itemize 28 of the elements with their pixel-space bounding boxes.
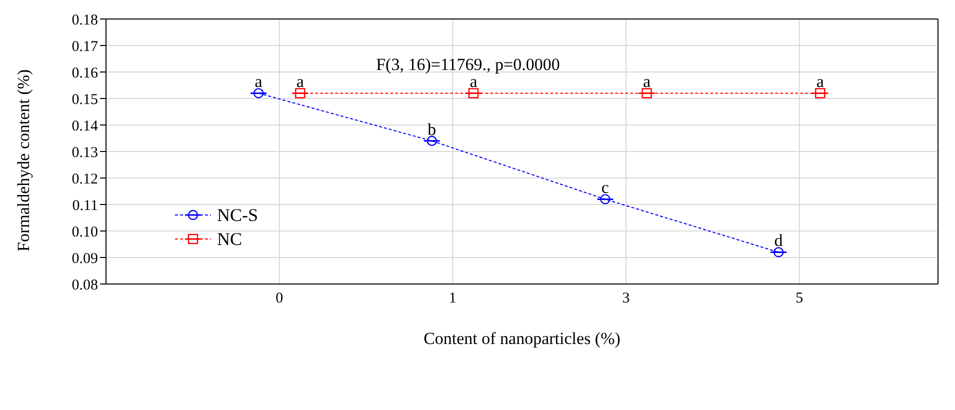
legend-label: NC [217,228,242,250]
data-label: a [643,72,652,92]
y-tick-label: 0.16 [72,65,98,82]
data-label: b [428,120,436,139]
legend-label: NC-S [217,204,258,226]
y-tick-label: 0.08 [72,277,98,294]
y-axis-title: Formaldehyde content (%) [14,69,34,252]
y-tick-label: 0.17 [72,38,98,55]
data-label: a [470,72,478,92]
y-tick-label: 0.12 [72,171,98,188]
annotation: F(3, 16)=11769., p=0.0000 [376,55,560,74]
y-tick-label: 0.14 [72,118,98,134]
x-tick-label: 3 [622,290,630,307]
data-label: c [601,178,610,198]
y-tick-label: 0.13 [72,144,98,161]
y-tick-label: 0.09 [72,250,98,267]
x-axis-title: Content of nanoparticles (%) [424,329,620,348]
y-tick-label: 0.18 [72,12,98,28]
data-label: a [254,72,263,92]
data-label: a [296,72,304,92]
data-label: a [816,72,824,92]
y-tick-label: 0.10 [72,224,98,240]
x-tick-label: 0 [276,290,284,307]
data-label: d [774,231,784,250]
x-tick-label: 5 [796,290,804,307]
y-tick-label: 0.11 [72,198,98,214]
x-tick-label: 1 [448,290,456,307]
y-tick-label: 0.15 [72,92,98,108]
